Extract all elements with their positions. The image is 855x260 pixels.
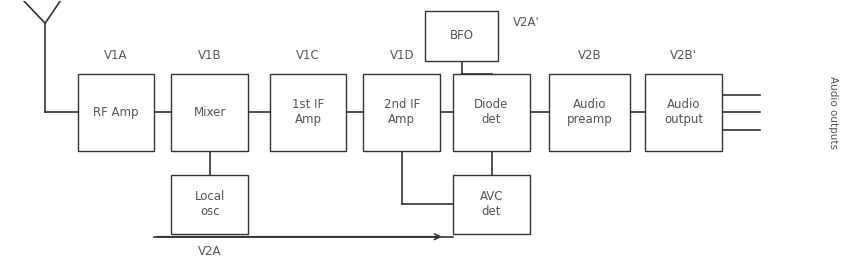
Text: AVC
det: AVC det [480, 190, 504, 218]
Text: 2nd IF
Amp: 2nd IF Amp [384, 99, 420, 126]
Text: Local
osc: Local osc [195, 190, 225, 218]
Bar [171, 175, 248, 233]
Bar [269, 74, 346, 151]
Text: V1B: V1B [198, 49, 221, 62]
Bar [453, 175, 530, 233]
Bar [363, 74, 440, 151]
Text: V2A': V2A' [513, 16, 540, 29]
Text: Audio
output: Audio output [664, 99, 703, 126]
Bar [426, 11, 498, 61]
Text: Audio outputs: Audio outputs [828, 76, 838, 149]
Text: V2B': V2B' [670, 49, 697, 62]
Text: 1st IF
Amp: 1st IF Amp [292, 99, 324, 126]
Text: Diode
det: Diode det [475, 99, 509, 126]
Bar [549, 74, 630, 151]
Bar [453, 74, 530, 151]
Text: V2B: V2B [578, 49, 602, 62]
Text: V2A: V2A [198, 245, 221, 258]
Text: RF Amp: RF Amp [93, 106, 139, 119]
Bar [646, 74, 722, 151]
Text: V1D: V1D [390, 49, 414, 62]
Text: V1C: V1C [296, 49, 320, 62]
Bar [78, 74, 155, 151]
Text: Mixer: Mixer [193, 106, 226, 119]
Bar [171, 74, 248, 151]
Text: BFO: BFO [450, 29, 474, 42]
Text: Audio
preamp: Audio preamp [567, 99, 612, 126]
Text: V1A: V1A [104, 49, 127, 62]
